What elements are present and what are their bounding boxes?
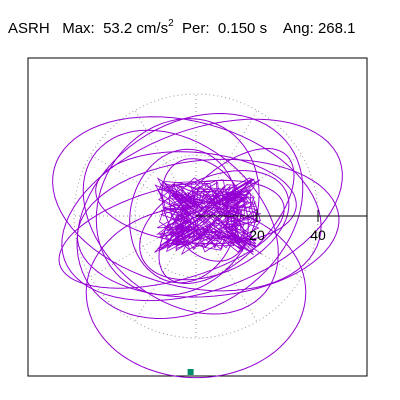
orbit-loop [158,147,295,285]
orbit-loop [61,118,343,302]
max-label: Max: [62,20,95,37]
grid-spoke [195,215,302,278]
period-label: Per: [182,20,210,37]
station-code: ASRH [8,20,50,37]
plot-header: ASRH Max: 53.2 cm/s2 Per: 0.150 s Ang: 2… [8,18,356,40]
grid-spoke [195,154,302,217]
plot-frame [27,57,368,377]
max-value: 53.2 cm/s [103,20,169,37]
orbit-trace [52,112,343,379]
angle-label: Ang: [282,20,314,37]
orbit-loop [82,129,279,315]
max-unit-superscript: 2 [168,18,174,29]
orbit-core-scribble [154,177,262,256]
grid-spoke [90,154,197,217]
orbit-loop [77,158,340,298]
radial-tick-label: 20 [249,227,265,243]
orbit-loop [95,118,260,296]
orbit-peak-loop [85,206,307,379]
angle-value: 268.1 [317,20,356,37]
peak-marker [187,369,194,375]
period-value: 0.150 s [217,20,268,37]
orbit-loop [52,116,322,292]
radial-tick-label: 40 [310,227,326,243]
orbit-loop [139,170,290,281]
orbit-loop [76,112,304,320]
radial-axis-ticks: 20 40 [249,210,326,243]
